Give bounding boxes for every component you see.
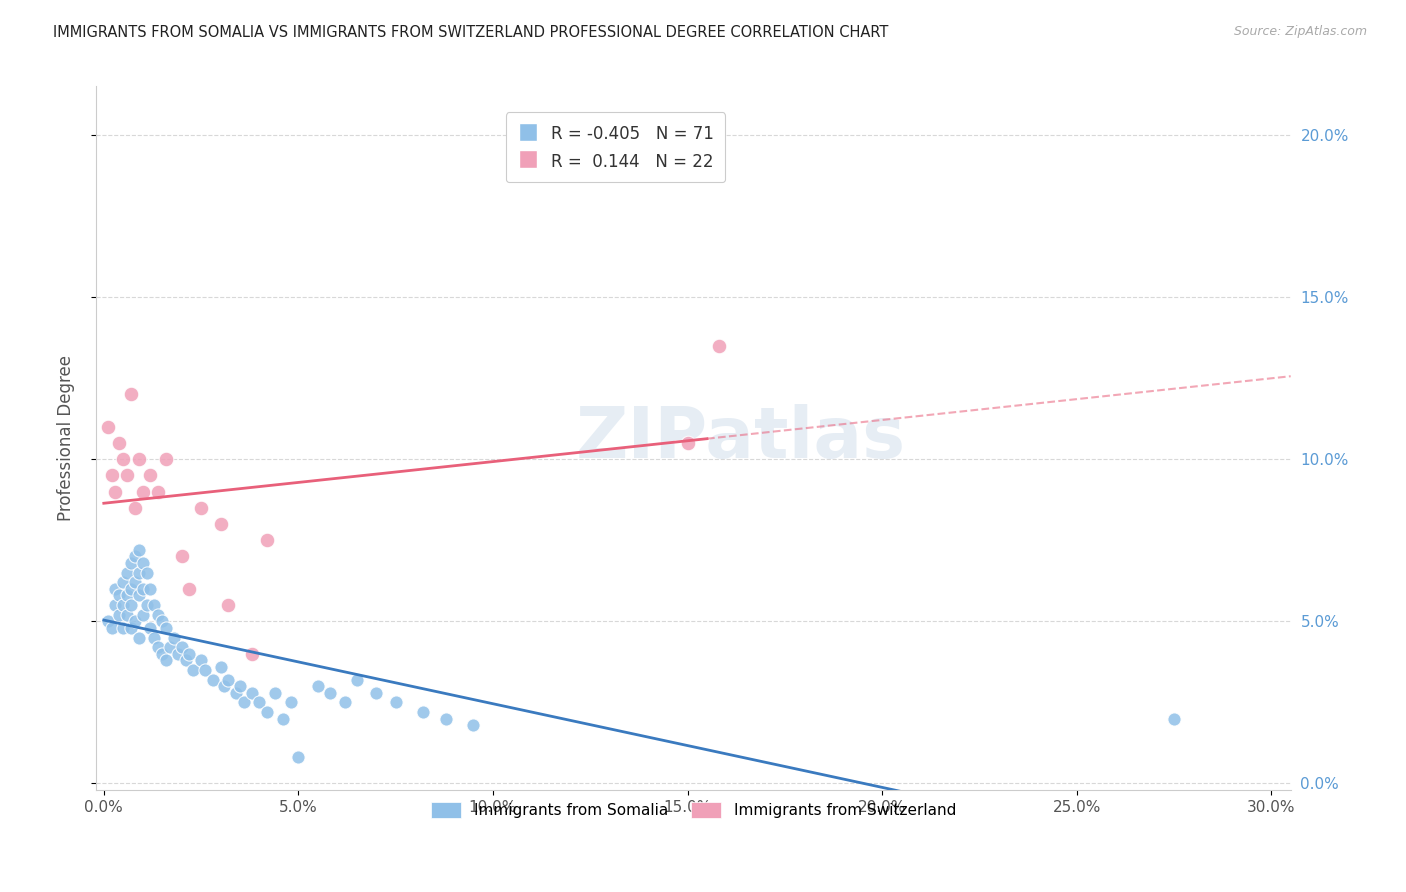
- Point: [148, 640, 170, 655]
- Point: [676, 436, 699, 450]
- Point: [271, 712, 294, 726]
- Point: [256, 533, 278, 548]
- Point: [163, 631, 186, 645]
- Point: [120, 387, 142, 401]
- Point: [115, 588, 138, 602]
- Point: [159, 640, 181, 655]
- Point: [97, 419, 120, 434]
- Point: [170, 640, 193, 655]
- Point: [150, 647, 173, 661]
- Point: [249, 695, 271, 709]
- Legend: Immigrants from Somalia, Immigrants from Switzerland: Immigrants from Somalia, Immigrants from…: [425, 797, 962, 824]
- Point: [463, 718, 485, 732]
- Point: [120, 598, 142, 612]
- Point: [97, 615, 120, 629]
- Point: [150, 615, 173, 629]
- Point: [100, 468, 122, 483]
- Point: [366, 686, 388, 700]
- Point: [333, 695, 356, 709]
- Point: [707, 339, 730, 353]
- Point: [1163, 712, 1185, 726]
- Point: [112, 452, 135, 467]
- Point: [139, 621, 162, 635]
- Point: [135, 566, 157, 580]
- Point: [115, 566, 138, 580]
- Point: [155, 452, 177, 467]
- Point: [190, 500, 212, 515]
- Point: [155, 621, 177, 635]
- Point: [201, 673, 224, 687]
- Point: [434, 712, 457, 726]
- Point: [128, 566, 150, 580]
- Point: [143, 631, 166, 645]
- Point: [346, 673, 368, 687]
- Point: [217, 598, 239, 612]
- Point: [229, 679, 252, 693]
- Point: [307, 679, 329, 693]
- Point: [128, 543, 150, 558]
- Point: [124, 500, 146, 515]
- Point: [115, 607, 138, 622]
- Point: [194, 663, 217, 677]
- Point: [128, 452, 150, 467]
- Point: [132, 582, 155, 596]
- Point: [318, 686, 340, 700]
- Text: IMMIGRANTS FROM SOMALIA VS IMMIGRANTS FROM SWITZERLAND PROFESSIONAL DEGREE CORRE: IMMIGRANTS FROM SOMALIA VS IMMIGRANTS FR…: [53, 25, 889, 40]
- Point: [108, 607, 131, 622]
- Point: [148, 607, 170, 622]
- Point: [232, 695, 254, 709]
- Point: [124, 549, 146, 564]
- Point: [124, 575, 146, 590]
- Point: [135, 598, 157, 612]
- Text: Source: ZipAtlas.com: Source: ZipAtlas.com: [1233, 25, 1367, 38]
- Point: [240, 686, 263, 700]
- Point: [112, 598, 135, 612]
- Point: [128, 631, 150, 645]
- Point: [120, 621, 142, 635]
- Point: [240, 647, 263, 661]
- Point: [217, 673, 239, 687]
- Point: [139, 582, 162, 596]
- Point: [108, 436, 131, 450]
- Point: [155, 653, 177, 667]
- Point: [104, 598, 127, 612]
- Point: [132, 484, 155, 499]
- Point: [112, 575, 135, 590]
- Point: [225, 686, 247, 700]
- Point: [104, 484, 127, 499]
- Point: [179, 647, 201, 661]
- Point: [190, 653, 212, 667]
- Point: [181, 663, 204, 677]
- Point: [280, 695, 302, 709]
- Point: [120, 582, 142, 596]
- Point: [120, 556, 142, 570]
- Point: [115, 468, 138, 483]
- Point: [100, 621, 122, 635]
- Point: [124, 615, 146, 629]
- Point: [139, 468, 162, 483]
- Point: [287, 750, 309, 764]
- Point: [166, 647, 188, 661]
- Point: [179, 582, 201, 596]
- Point: [128, 588, 150, 602]
- Point: [104, 582, 127, 596]
- Point: [143, 598, 166, 612]
- Point: [209, 659, 232, 673]
- Point: [256, 705, 278, 719]
- Text: ZIPatlas: ZIPatlas: [576, 404, 907, 473]
- Point: [412, 705, 434, 719]
- Point: [264, 686, 287, 700]
- Point: [214, 679, 236, 693]
- Point: [148, 484, 170, 499]
- Point: [132, 556, 155, 570]
- Y-axis label: Professional Degree: Professional Degree: [58, 355, 75, 521]
- Point: [108, 588, 131, 602]
- Point: [209, 517, 232, 532]
- Point: [112, 621, 135, 635]
- Point: [384, 695, 406, 709]
- Point: [132, 607, 155, 622]
- Point: [174, 653, 197, 667]
- Point: [170, 549, 193, 564]
